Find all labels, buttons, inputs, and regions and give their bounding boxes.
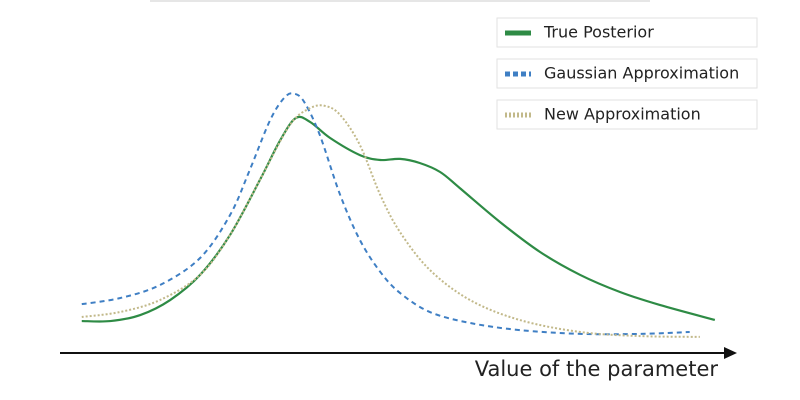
legend-box [496, 58, 758, 89]
line-series [81, 115, 716, 323]
legend-label: New Approximation [544, 105, 701, 124]
legend-label: True Posterior [543, 23, 654, 42]
line-series [81, 92, 690, 336]
x-axis-label: Value of the parameter [475, 357, 719, 381]
x-axis-arrow [724, 347, 737, 359]
legend-box [496, 99, 758, 130]
line-series [81, 104, 700, 338]
legend-label: Gaussian Approximation [544, 64, 739, 83]
legend-box [496, 17, 758, 48]
